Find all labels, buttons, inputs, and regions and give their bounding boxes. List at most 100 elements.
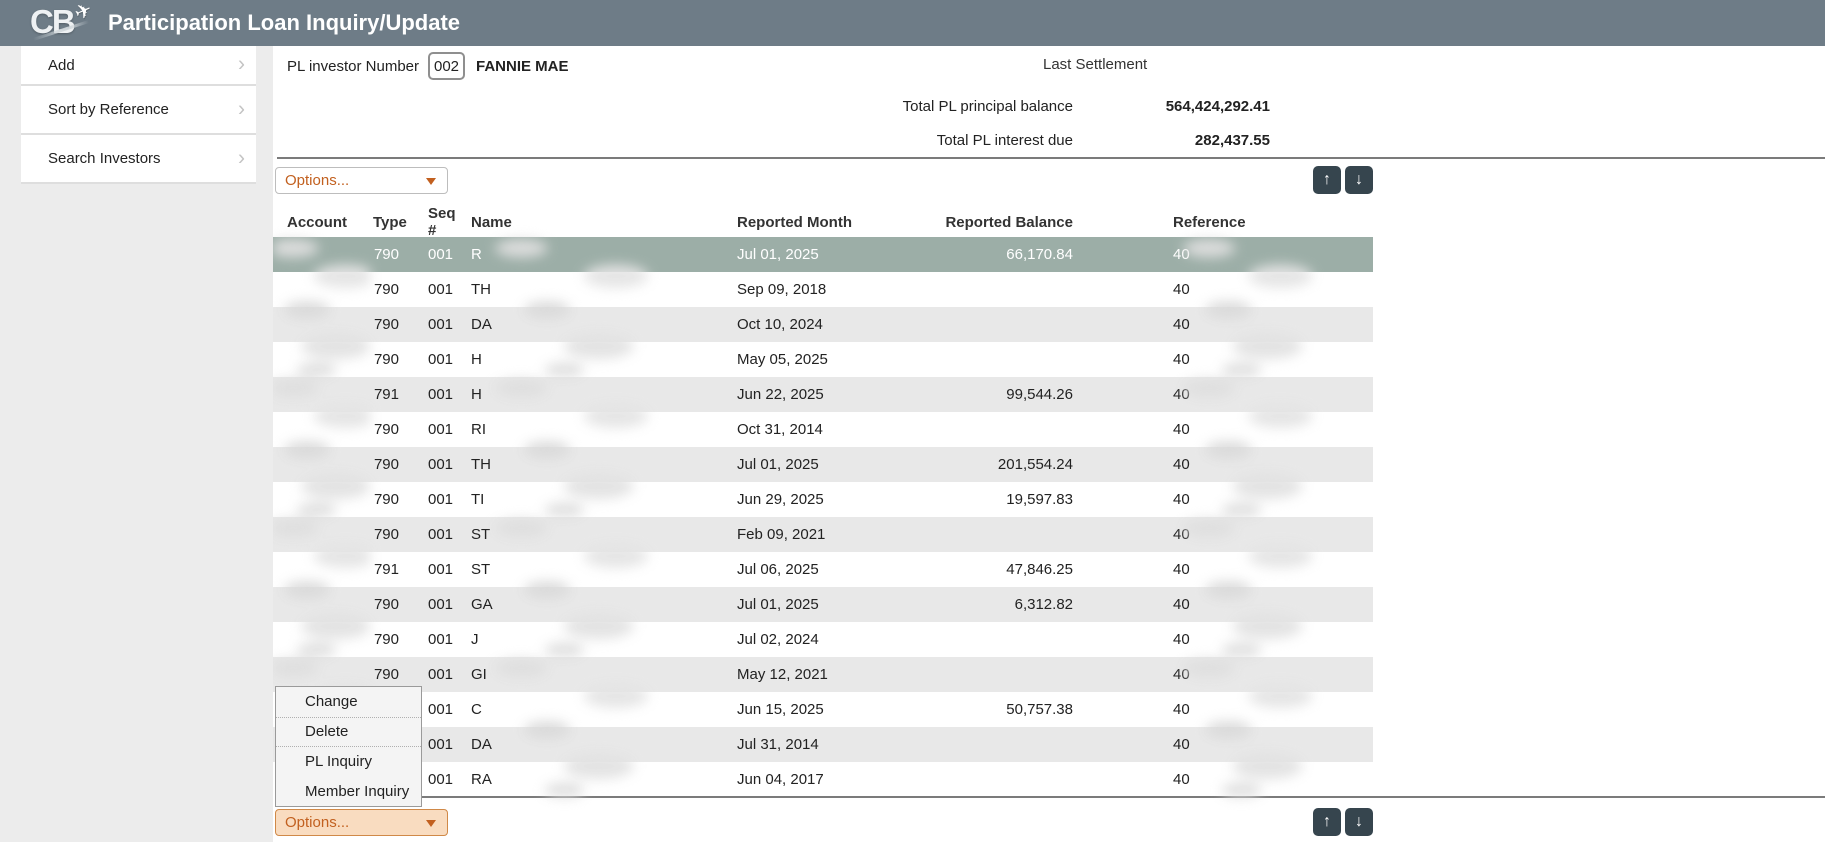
options-dropdown-top[interactable]: Options... (275, 167, 448, 194)
page-title: Participation Loan Inquiry/Update (108, 10, 461, 35)
scroll-down-button[interactable]: ↓ (1345, 166, 1373, 194)
table-row[interactable]: 001 C Jun 15, 2025 50,757.38 40 (273, 692, 1373, 727)
table-row[interactable]: 790 001 DA Oct 10, 2024 40 (273, 307, 1373, 342)
cell-seq: 001 (428, 771, 454, 788)
cell-name: ST (471, 526, 491, 543)
cell-seq: 001 (428, 561, 454, 578)
total-principal-value: 564,424,292.41 (1165, 98, 1270, 115)
table-row[interactable]: 790 001 TI Jun 29, 2025 19,597.83 40 (273, 482, 1373, 517)
cell-reported-month: Jul 06, 2025 (737, 561, 819, 578)
cell-name: ST (471, 561, 491, 578)
table-row[interactable]: 790 001 H May 05, 2025 40 (273, 342, 1373, 377)
last-settlement-heading: Last Settlement (1043, 56, 1148, 73)
cell-seq: 001 (428, 281, 454, 298)
cell-name: GA (471, 596, 493, 613)
sidebar-item-label: Search Investors (48, 150, 161, 167)
sidebar-item-add[interactable]: Add › (21, 46, 256, 86)
table-header: Account Type Seq # Name Reported Month R… (273, 205, 1373, 239)
table-row[interactable]: 790 001 J Jul 02, 2024 40 (273, 622, 1373, 657)
app-header: CB ✈ Participation Loan Inquiry/Update (0, 0, 1825, 46)
cell-reported-month: Jul 01, 2025 (737, 246, 819, 263)
cell-reference: 40 (1173, 386, 1190, 403)
scroll-up-button[interactable]: ↑ (1313, 166, 1341, 194)
cell-type: 790 (373, 281, 399, 298)
table-row[interactable]: 791 001 H Jun 22, 2025 99,544.26 40 (273, 377, 1373, 412)
column-header-reported-balance: Reported Balance (945, 213, 1073, 231)
cell-name: J (471, 631, 479, 648)
arrow-down-icon: ↓ (1355, 171, 1363, 188)
cell-reported-month: Sep 09, 2018 (737, 281, 827, 298)
cell-reported-balance: 19,597.83 (1006, 491, 1073, 508)
table-row[interactable]: 790 001 R Jul 01, 2025 66,170.84 40 (273, 237, 1373, 272)
cell-reported-month: Oct 10, 2024 (737, 316, 823, 333)
column-header-name: Name (471, 213, 512, 231)
chevron-down-icon (426, 820, 436, 827)
cell-reported-month: Oct 31, 2014 (737, 421, 823, 438)
pl-investor-number-input[interactable]: 002 (428, 52, 465, 80)
table-row[interactable]: 790 001 TH Sep 09, 2018 40 (273, 272, 1373, 307)
arrow-up-icon: ↑ (1323, 813, 1331, 830)
cell-reported-month: Jun 29, 2025 (737, 491, 824, 508)
pager-bottom: ↑ ↓ (1313, 808, 1373, 836)
table-row[interactable]: 790 001 ST Feb 09, 2021 40 (273, 517, 1373, 552)
cell-type: 790 (373, 631, 399, 648)
cell-reported-balance: 201,554.24 (997, 456, 1073, 473)
column-header-seq: Seq # (428, 205, 456, 239)
chevron-right-icon: › (238, 146, 245, 170)
sidebar-item-label: Add (48, 56, 75, 74)
context-menu-item[interactable]: Member Inquiry (305, 783, 410, 800)
cell-type: 790 (373, 456, 399, 473)
cell-reference: 40 (1173, 526, 1190, 543)
cell-reference: 40 (1173, 561, 1190, 578)
table-row[interactable]: 790 001 TH Jul 01, 2025 201,554.24 40 (273, 447, 1373, 482)
pager-top: ↑ ↓ (1313, 166, 1373, 194)
cell-seq: 001 (428, 351, 454, 368)
scroll-up-button[interactable]: ↑ (1313, 808, 1341, 836)
cell-seq: 001 (428, 386, 454, 403)
cell-reference: 40 (1173, 316, 1190, 333)
cell-reported-month: Jul 31, 2014 (737, 736, 819, 753)
sidebar-item-label: Sort by Reference (48, 101, 169, 118)
arrow-down-icon: ↓ (1355, 813, 1363, 830)
chevron-right-icon: › (238, 97, 245, 121)
context-menu: Change Delete PL Inquiry Member Inquiry (275, 686, 422, 807)
context-menu-item[interactable]: Delete (276, 717, 421, 747)
cell-reference: 40 (1173, 596, 1190, 613)
cell-reference: 40 (1173, 351, 1190, 368)
options-dropdown-label: Options... (285, 172, 350, 189)
cell-name: R (471, 246, 482, 263)
table-row[interactable]: 001 DA Jul 31, 2014 40 (273, 727, 1373, 762)
cell-seq: 001 (428, 701, 454, 718)
table-row[interactable]: 001 RA Jun 04, 2017 40 (273, 762, 1373, 797)
column-header-reference: Reference (1173, 213, 1246, 231)
cell-name: RI (471, 421, 486, 438)
cell-name: TH (471, 281, 491, 298)
chevron-right-icon: › (238, 52, 245, 76)
options-dropdown-bottom[interactable]: Options... (275, 809, 448, 836)
cell-type: 790 (373, 316, 399, 333)
table-row[interactable]: 790 001 GA Jul 01, 2025 6,312.82 40 (273, 587, 1373, 622)
scroll-down-button[interactable]: ↓ (1345, 808, 1373, 836)
cell-name: H (471, 351, 482, 368)
table-row[interactable]: 791 001 ST Jul 06, 2025 47,846.25 40 (273, 552, 1373, 587)
cell-reported-balance: 47,846.25 (1006, 561, 1073, 578)
cell-seq: 001 (428, 736, 454, 753)
cell-seq: 001 (428, 596, 454, 613)
table-row[interactable]: 790 001 GI May 12, 2021 40 (273, 657, 1373, 692)
cell-name: C (471, 701, 482, 718)
cell-reported-month: May 12, 2021 (737, 666, 828, 683)
column-header-type: Type (373, 213, 407, 231)
sidebar-item-search-investors[interactable]: Search Investors › (21, 135, 256, 184)
cell-name: TI (471, 491, 485, 508)
context-menu-item[interactable]: Change (305, 693, 358, 710)
sidebar-item-sort-by-reference[interactable]: Sort by Reference › (21, 86, 256, 135)
pl-investor-number-label: PL investor Number (287, 58, 419, 75)
cell-seq: 001 (428, 526, 454, 543)
context-menu-item[interactable]: PL Inquiry (305, 753, 372, 770)
chevron-down-icon (426, 178, 436, 185)
divider-top (277, 157, 1825, 159)
cell-reported-month: Jul 02, 2024 (737, 631, 819, 648)
arrow-up-icon: ↑ (1323, 171, 1331, 188)
table-row[interactable]: 790 001 RI Oct 31, 2014 40 (273, 412, 1373, 447)
total-interest-label: Total PL interest due (936, 132, 1073, 149)
